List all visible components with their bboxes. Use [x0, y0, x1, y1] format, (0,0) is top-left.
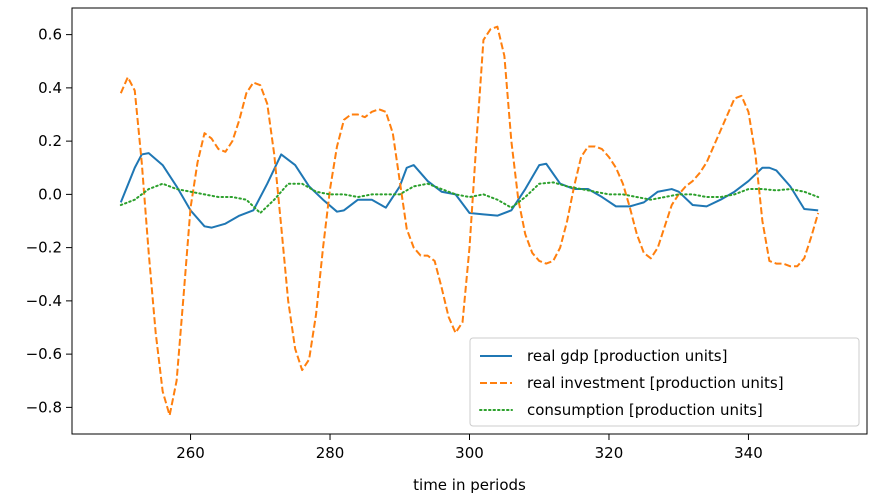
x-axis: 260 280 300 320 340	[176, 434, 763, 462]
legend-label-2: real investment [production units]	[527, 374, 784, 392]
y-tick-label: 0.4	[38, 79, 62, 97]
y-axis: −0.8 −0.6 −0.4 −0.2 0.0 0.2 0.4 0.6	[26, 26, 72, 416]
legend: real gdp [production units] real investme…	[469, 337, 860, 427]
y-tick-label: −0.6	[26, 345, 62, 363]
y-tick-label: 0.0	[38, 185, 62, 203]
x-axis-label: time in periods	[413, 476, 526, 494]
legend-label-1: real gdp [production units]	[527, 347, 727, 365]
y-tick-label: 0.2	[38, 132, 62, 150]
y-tick-label: −0.2	[26, 239, 62, 257]
x-tick-label: 280	[316, 444, 345, 462]
x-tick-label: 300	[455, 444, 484, 462]
y-tick-label: −0.8	[26, 398, 62, 416]
series-line-3	[119, 181, 820, 215]
x-tick-label: 260	[176, 444, 205, 462]
series-line-1	[119, 152, 819, 229]
x-tick-label: 320	[595, 444, 624, 462]
series-layer	[119, 25, 820, 417]
x-tick-label: 340	[734, 444, 763, 462]
legend-label-3: consumption [production units]	[527, 401, 763, 419]
legend-box	[469, 337, 860, 427]
y-tick-label: −0.4	[26, 292, 62, 310]
series-line-2	[119, 25, 820, 417]
y-tick-label: 0.6	[38, 26, 62, 44]
